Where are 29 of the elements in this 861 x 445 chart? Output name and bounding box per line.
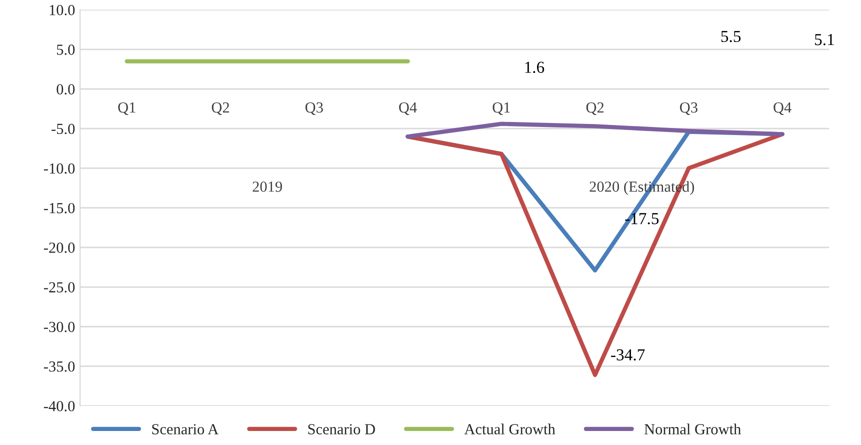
- annotation: 2019: [252, 182, 282, 192]
- line-series: [406, 122, 784, 139]
- annotation: 1.6: [525, 62, 544, 74]
- legend-label: Actual Growth: [464, 424, 556, 434]
- x-tick-label: Q4: [774, 102, 792, 115]
- y-tick-label: -15.0: [44, 202, 75, 214]
- y-tick-label: -25.0: [44, 282, 75, 293]
- y-tick-label: 5.0: [57, 44, 75, 55]
- x-tick-label: Q1: [492, 102, 510, 115]
- y-tick-label: 10.0: [50, 4, 75, 16]
- legend-label: Scenario D: [308, 424, 375, 434]
- legend-label: Normal Growth: [644, 424, 741, 434]
- annotation: 5.1: [815, 34, 834, 46]
- y-tick-label: -30.0: [44, 322, 75, 332]
- x-tick-label: Q3: [680, 102, 698, 115]
- x-tick-label: Q2: [586, 102, 604, 115]
- y-tick-label: -40.0: [44, 400, 75, 412]
- x-tick-label: Q1: [118, 102, 136, 115]
- annotation: 5.5: [721, 30, 741, 42]
- y-tick-label: -10.0: [44, 163, 75, 174]
- legend-label: Scenario A: [152, 424, 219, 434]
- annotation: -34.7: [611, 349, 645, 361]
- y-tick-label: -35.0: [44, 361, 75, 372]
- y-tick-label: -20.0: [44, 242, 75, 253]
- x-tick-label: Q2: [212, 102, 230, 115]
- y-tick-label: -5.0: [52, 124, 75, 134]
- x-tick-label: Q3: [305, 102, 323, 115]
- y-tick-label: 0.0: [56, 84, 75, 95]
- x-tick-label: Q4: [399, 102, 417, 115]
